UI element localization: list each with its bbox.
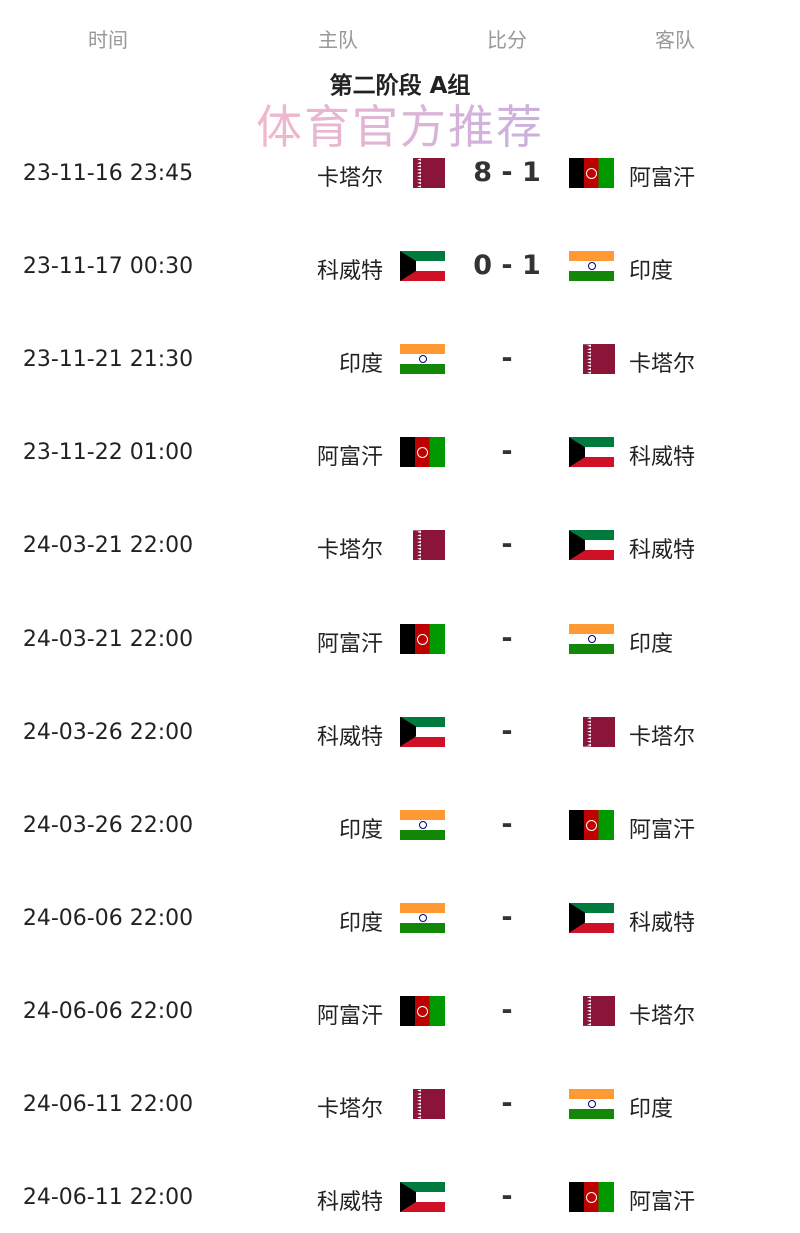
match-score: - <box>501 715 513 747</box>
match-date: 24-06-06 22:00 <box>22 998 194 1024</box>
match-row[interactable]: 24-06-06 22:00 阿富汗 - 卡塔尔 <box>0 991 800 1031</box>
afghanistan-flag-icon <box>569 1182 614 1213</box>
header-home: 主队 <box>318 28 358 52</box>
away-team: 印度 <box>629 259 674 285</box>
match-row[interactable]: 23-11-22 01:00 阿富汗 - 科威特 <box>0 432 800 472</box>
match-date: 24-06-06 22:00 <box>22 905 194 931</box>
away-team: 科威特 <box>629 445 696 471</box>
match-score: - <box>501 436 513 468</box>
header-time: 时间 <box>88 28 128 52</box>
home-team: 卡塔尔 <box>316 1097 383 1122</box>
kuwait-flag-icon <box>400 1182 445 1213</box>
kuwait-flag-icon <box>400 716 445 747</box>
india-flag-icon <box>569 251 614 282</box>
match-row[interactable]: 23-11-21 21:30 印度 - 卡塔尔 <box>0 339 800 379</box>
header-score: 比分 <box>487 28 527 52</box>
home-team: 科威特 <box>316 724 383 750</box>
home-team: 阿富汗 <box>316 445 383 471</box>
match-date: 24-03-26 22:00 <box>22 812 194 838</box>
away-team: 科威特 <box>629 538 696 564</box>
home-team: 印度 <box>338 352 383 378</box>
match-date: 24-06-11 22:00 <box>22 1185 194 1211</box>
kuwait-flag-icon <box>569 902 614 933</box>
match-score: - <box>501 343 513 375</box>
kuwait-flag-icon <box>569 437 614 468</box>
match-date: 24-03-26 22:00 <box>22 719 194 745</box>
qatar-flag-icon <box>583 716 615 747</box>
qatar-flag-icon <box>583 995 615 1026</box>
match-date: 23-11-17 00:30 <box>22 254 194 280</box>
away-team: 卡塔尔 <box>629 352 696 378</box>
away-team: 科威特 <box>629 910 696 936</box>
match-score: - <box>501 1181 513 1213</box>
match-row[interactable]: 24-06-11 22:00 卡塔尔 - 印度 <box>0 1084 800 1124</box>
match-row[interactable]: 23-11-17 00:30 科威特 0 - 1 印度 <box>0 246 800 286</box>
away-team: 阿富汗 <box>629 1190 696 1216</box>
header-away: 客队 <box>655 28 695 52</box>
india-flag-icon <box>400 344 445 375</box>
home-team: 卡塔尔 <box>316 538 383 564</box>
match-row[interactable]: 24-06-06 22:00 印度 - 科威特 <box>0 898 800 938</box>
away-team: 卡塔尔 <box>629 1003 696 1029</box>
match-row[interactable]: 24-03-21 22:00 卡塔尔 - 科威特 <box>0 525 800 565</box>
match-date: 24-06-11 22:00 <box>22 1092 194 1117</box>
match-score: - <box>501 901 513 933</box>
match-date: 24-03-21 22:00 <box>22 533 194 559</box>
match-date: 23-11-21 21:30 <box>22 347 194 373</box>
match-row[interactable]: 23-11-16 23:45 卡塔尔 8 - 1 阿富汗 <box>0 153 800 193</box>
home-team: 卡塔尔 <box>316 166 383 191</box>
afghanistan-flag-icon <box>569 158 614 188</box>
match-score: 8 - 1 <box>473 157 541 188</box>
home-team: 印度 <box>338 910 383 936</box>
qatar-flag-icon <box>413 158 445 188</box>
india-flag-icon <box>569 623 614 654</box>
afghanistan-flag-icon <box>400 995 445 1026</box>
home-team: 阿富汗 <box>316 1003 383 1029</box>
home-team: 印度 <box>338 817 383 843</box>
india-flag-icon <box>400 809 445 840</box>
home-team: 阿富汗 <box>316 631 383 657</box>
away-team: 阿富汗 <box>629 166 696 191</box>
match-row[interactable]: 24-03-26 22:00 印度 - 阿富汗 <box>0 805 800 845</box>
kuwait-flag-icon <box>569 530 614 561</box>
match-row[interactable]: 24-03-21 22:00 阿富汗 - 印度 <box>0 619 800 659</box>
watermark: 体育官方推荐 <box>256 100 544 154</box>
match-row[interactable]: 24-03-26 22:00 科威特 - 卡塔尔 <box>0 712 800 752</box>
match-date: 23-11-22 01:00 <box>22 440 194 466</box>
match-score: - <box>501 994 513 1026</box>
kuwait-flag-icon <box>400 251 445 282</box>
home-team: 科威特 <box>316 259 383 285</box>
afghanistan-flag-icon <box>400 623 445 654</box>
match-row[interactable]: 24-06-11 22:00 科威特 - 阿富汗 <box>0 1177 800 1217</box>
away-team: 印度 <box>629 1097 674 1122</box>
india-flag-icon <box>569 1089 614 1119</box>
away-team: 阿富汗 <box>629 817 696 843</box>
match-score: - <box>501 808 513 840</box>
match-score: - <box>501 529 513 561</box>
match-score: - <box>501 1088 513 1119</box>
group-title: 第二阶段 A组 <box>329 73 471 99</box>
qatar-flag-icon <box>413 530 445 561</box>
match-date: 24-03-21 22:00 <box>22 626 194 652</box>
afghanistan-flag-icon <box>569 809 614 840</box>
match-score: 0 - 1 <box>473 250 541 282</box>
qatar-flag-icon <box>413 1089 445 1119</box>
india-flag-icon <box>400 902 445 933</box>
away-team: 卡塔尔 <box>629 724 696 750</box>
qatar-flag-icon <box>583 344 615 375</box>
match-score: - <box>501 622 513 654</box>
home-team: 科威特 <box>316 1190 383 1216</box>
match-date: 23-11-16 23:45 <box>22 161 194 186</box>
away-team: 印度 <box>629 631 674 657</box>
afghanistan-flag-icon <box>400 437 445 468</box>
